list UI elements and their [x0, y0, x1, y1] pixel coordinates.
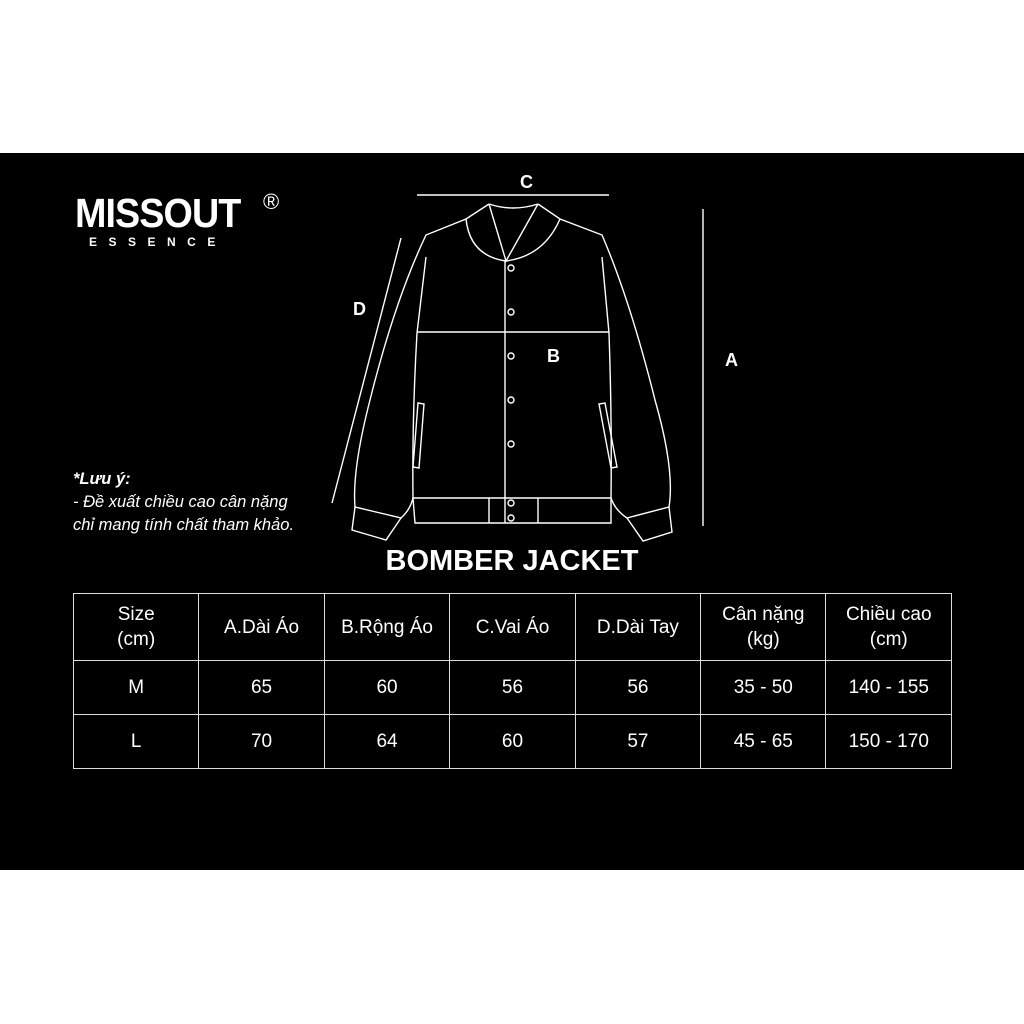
header-text: D.Dài Tay [596, 616, 679, 638]
size-table: Size (cm) A.Dài Áo B.Rộng Áo C.Vai Áo D.D… [72, 593, 952, 769]
header-text: Chiều cao [845, 604, 932, 625]
table-header-row: Size (cm) A.Dài Áo B.Rộng Áo C.Vai Áo D.D… [72, 593, 952, 661]
header-cell: C.Vai Áo [449, 593, 576, 661]
cell: M [72, 660, 200, 715]
note-line-1: - Đề xuất chiều cao cân nặng [73, 493, 288, 511]
label-d: D [353, 299, 366, 319]
label-a: A [725, 350, 738, 370]
header-cell: B.Rộng Áo [323, 593, 451, 661]
note-line-2: chỉ mang tính chất tham khảo. [73, 516, 295, 534]
jacket-outline [351, 203, 673, 542]
header-subtext: (kg) [746, 629, 780, 650]
cell: 64 [323, 714, 451, 769]
buttons [507, 264, 515, 522]
cell: 60 [449, 714, 576, 769]
cell: 56 [449, 660, 576, 715]
header-cell: Cân nặng (kg) [700, 593, 827, 661]
brand-name: MISSOUT [75, 190, 241, 236]
product-title: BOMBER JACKET [385, 545, 639, 577]
header-text: A.Dài Áo [224, 616, 300, 638]
header-text: B.Rộng Áo [341, 616, 433, 638]
header-text: C.Vai Áo [475, 616, 550, 638]
brand-logo: MISSOUT ® ESSENCE [75, 189, 279, 249]
header-subtext: (cm) [869, 629, 908, 650]
cell: 70 [198, 714, 325, 769]
cell: L [72, 714, 200, 769]
header-cell: A.Dài Áo [198, 593, 325, 661]
table-row: M 65 60 56 56 35 - 50 140 - 155 [72, 660, 952, 715]
cell: 45 - 65 [700, 714, 827, 769]
label-c: C [520, 172, 533, 192]
cell: 65 [198, 660, 325, 715]
brand-tagline: ESSENCE [89, 235, 227, 249]
table-row: L 70 64 60 57 45 - 65 150 - 170 [72, 714, 952, 769]
cell: 150 - 170 [825, 714, 952, 769]
header-text: Cân nặng [722, 604, 805, 625]
cell: 56 [574, 660, 702, 715]
label-b: B [547, 346, 560, 366]
header-cell: D.Dài Tay [574, 593, 702, 661]
measure-line-d [331, 237, 402, 504]
cell: 57 [574, 714, 702, 769]
cell: 35 - 50 [700, 660, 827, 715]
cell: 60 [323, 660, 451, 715]
registered-mark: ® [263, 189, 280, 214]
header-cell: Chiều cao (cm) [825, 593, 952, 661]
header-subtext: (cm) [117, 629, 156, 650]
cell: 140 - 155 [825, 660, 952, 715]
header-text: Size [117, 604, 155, 625]
note: *Lưu ý: - Đề xuất chiều cao cân nặng chỉ… [73, 468, 294, 537]
header-cell: Size (cm) [72, 593, 200, 661]
note-heading: *Lưu ý: [73, 470, 131, 488]
